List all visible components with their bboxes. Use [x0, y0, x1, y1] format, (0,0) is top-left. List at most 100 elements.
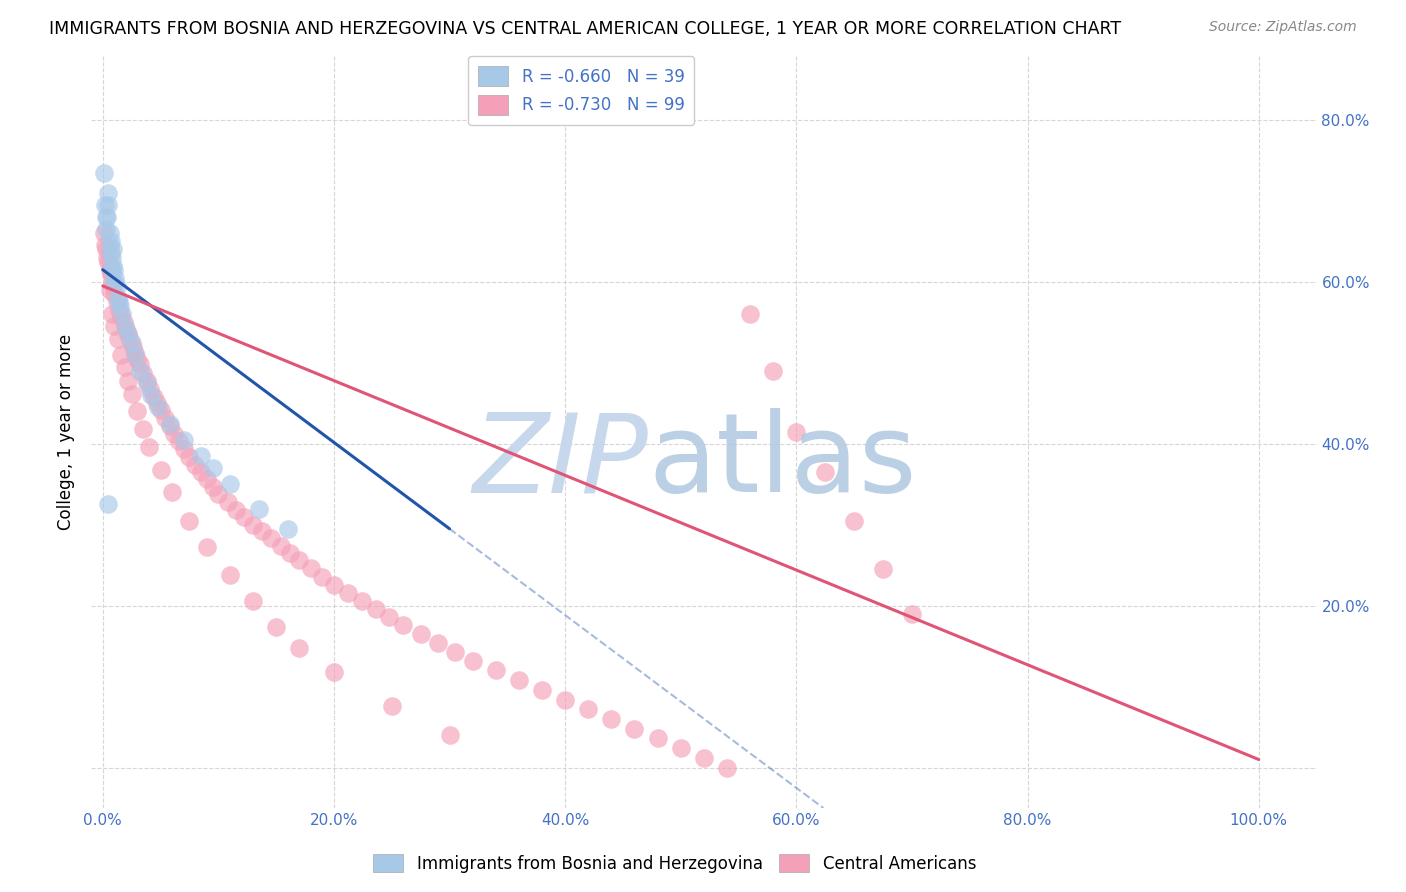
- Point: [247, 501, 270, 516]
- Point: [97, 186, 120, 200]
- Point: [201, 480, 224, 494]
- Point: [97, 198, 120, 212]
- Point: [381, 699, 404, 714]
- Point: [100, 267, 122, 281]
- Point: [322, 665, 344, 679]
- Point: [94, 238, 117, 252]
- Point: [336, 585, 359, 599]
- Point: [96, 251, 118, 265]
- Point: [107, 291, 129, 305]
- Point: [232, 509, 254, 524]
- Point: [105, 295, 128, 310]
- Point: [190, 449, 212, 463]
- Point: [842, 514, 865, 528]
- Point: [195, 472, 218, 486]
- Point: [693, 751, 716, 765]
- Point: [299, 561, 322, 575]
- Point: [173, 433, 195, 447]
- Point: [121, 386, 143, 401]
- Point: [439, 728, 461, 742]
- Point: [426, 636, 449, 650]
- Point: [716, 761, 738, 775]
- Point: [117, 327, 139, 342]
- Point: [101, 275, 124, 289]
- Point: [108, 295, 131, 310]
- Point: [242, 594, 264, 608]
- Point: [93, 226, 115, 240]
- Point: [322, 577, 344, 591]
- Point: [190, 465, 212, 479]
- Point: [93, 165, 115, 179]
- Point: [100, 235, 122, 249]
- Point: [485, 664, 508, 678]
- Point: [108, 299, 131, 313]
- Point: [114, 322, 136, 336]
- Point: [98, 283, 121, 297]
- Point: [101, 262, 124, 277]
- Point: [127, 351, 149, 366]
- Point: [142, 390, 165, 404]
- Point: [554, 692, 576, 706]
- Legend: Immigrants from Bosnia and Herzegovina, Central Americans: Immigrants from Bosnia and Herzegovina, …: [367, 847, 983, 880]
- Point: [392, 618, 415, 632]
- Point: [146, 396, 169, 410]
- Point: [738, 307, 761, 321]
- Point: [101, 251, 124, 265]
- Point: [350, 594, 373, 608]
- Point: [141, 388, 163, 402]
- Point: [128, 358, 150, 372]
- Point: [105, 278, 128, 293]
- Point: [148, 401, 170, 415]
- Point: [270, 539, 292, 553]
- Point: [127, 404, 149, 418]
- Point: [288, 640, 311, 655]
- Point: [120, 333, 142, 347]
- Point: [252, 524, 274, 539]
- Point: [184, 458, 207, 472]
- Text: atlas: atlas: [648, 409, 917, 516]
- Point: [600, 712, 623, 726]
- Point: [461, 654, 484, 668]
- Point: [785, 425, 807, 439]
- Point: [378, 610, 401, 624]
- Point: [121, 335, 143, 350]
- Point: [149, 402, 172, 417]
- Point: [104, 270, 127, 285]
- Point: [111, 307, 134, 321]
- Point: [163, 427, 186, 442]
- Point: [103, 319, 125, 334]
- Point: [195, 541, 218, 555]
- Point: [107, 331, 129, 345]
- Point: [117, 327, 139, 342]
- Point: [101, 278, 124, 293]
- Point: [264, 620, 287, 634]
- Point: [218, 477, 240, 491]
- Point: [364, 602, 387, 616]
- Point: [179, 514, 201, 528]
- Point: [135, 374, 157, 388]
- Point: [101, 259, 124, 273]
- Point: [96, 222, 118, 236]
- Point: [103, 287, 125, 301]
- Point: [98, 262, 121, 277]
- Point: [576, 702, 599, 716]
- Point: [128, 364, 150, 378]
- Point: [103, 275, 125, 289]
- Point: [444, 645, 467, 659]
- Point: [117, 374, 139, 388]
- Point: [94, 198, 117, 212]
- Text: ZIP: ZIP: [472, 409, 648, 516]
- Point: [114, 319, 136, 334]
- Point: [96, 243, 118, 257]
- Point: [260, 532, 283, 546]
- Point: [149, 463, 172, 477]
- Point: [179, 450, 201, 464]
- Point: [96, 210, 118, 224]
- Point: [139, 382, 162, 396]
- Point: [96, 210, 118, 224]
- Point: [814, 465, 837, 479]
- Point: [278, 546, 301, 560]
- Point: [98, 238, 121, 252]
- Point: [124, 346, 146, 360]
- Point: [153, 410, 176, 425]
